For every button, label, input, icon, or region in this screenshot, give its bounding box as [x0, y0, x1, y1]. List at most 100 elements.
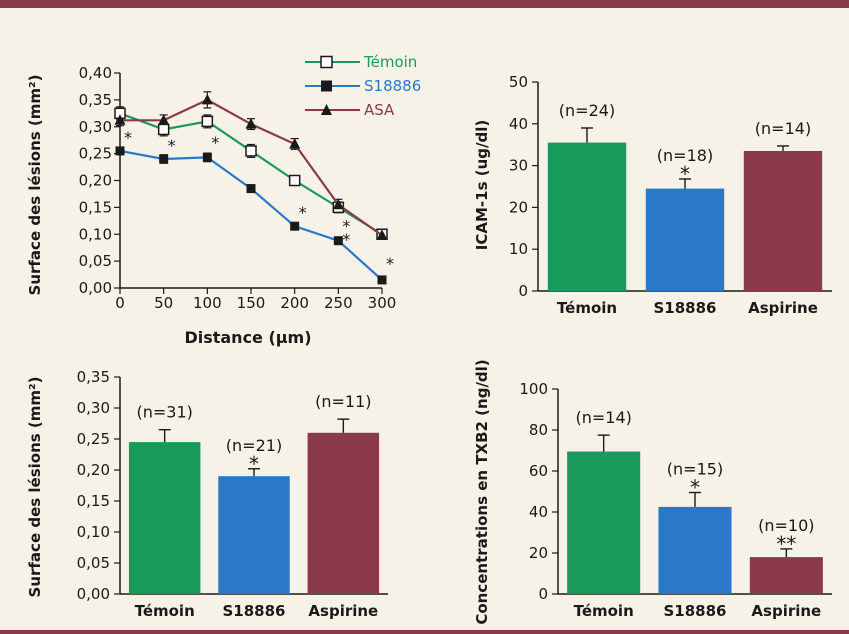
- y-tick-label: 0,35: [79, 91, 112, 109]
- line-chart-legend: Témoin S18886 ASA: [305, 53, 421, 119]
- significance-star: *: [168, 136, 176, 155]
- y-tick-label: 0,05: [79, 252, 112, 270]
- icam-chart: 0 10 20 30 40 50 Témoin (n=24) S18886 *(n=18) Asp…: [473, 73, 832, 317]
- line-chart-ylabel-text: Surface des lésions (mm²): [26, 75, 44, 296]
- y-tick-label: 0,00: [77, 585, 110, 603]
- y-tick-label: 0,00: [79, 279, 112, 297]
- category-label: Témoin: [135, 602, 195, 620]
- data-point-asa: [245, 118, 257, 129]
- significance-star: *: [386, 254, 394, 273]
- line-chart-annotations: * * *****: [124, 128, 394, 273]
- category-label: Aspirine: [748, 299, 818, 317]
- data-point-s18886: [377, 275, 387, 285]
- bottom-border: [0, 630, 849, 634]
- data-point-s18886: [333, 236, 343, 246]
- x-tick-label: 300: [368, 294, 397, 312]
- y-tick-label: 60: [529, 462, 548, 480]
- bar-temoin: [567, 451, 641, 594]
- sample-size-label: (n=15): [667, 460, 723, 479]
- category-label: Témoin: [557, 299, 617, 317]
- y-tick-label: 80: [529, 421, 548, 439]
- sample-size-label: (n=24): [559, 101, 615, 120]
- surface-chart-ylabel: Surface des lésions (mm²): [26, 377, 44, 598]
- y-tick-label: 20: [509, 198, 528, 216]
- data-point-asa: [332, 198, 344, 210]
- category-label: Aspirine: [308, 602, 378, 620]
- sample-size-label: (n=18): [657, 146, 713, 165]
- data-point-asa: [289, 137, 301, 149]
- x-tick-label: 100: [193, 294, 222, 312]
- legend-item-asa: ASA: [305, 101, 395, 119]
- y-tick-label: 0: [518, 282, 528, 300]
- y-tick-label: 0,15: [79, 198, 112, 216]
- y-tick-label: 0,25: [79, 145, 112, 163]
- significance-star: *: [680, 162, 690, 186]
- txb-chart-ylabel: Concentrations en TXB2 (ng/dl): [473, 359, 491, 624]
- significance-star: *: [211, 133, 219, 152]
- category-label: Témoin: [574, 602, 634, 620]
- sample-size-label: (n=10): [758, 516, 814, 535]
- category-label: S18886: [654, 299, 717, 317]
- line-chart-xlabel: Distance (µm): [184, 328, 311, 347]
- data-point-s18886: [290, 221, 300, 231]
- x-tick-label: 150: [237, 294, 266, 312]
- y-tick-label: 0,10: [77, 523, 110, 541]
- data-point-s18886: [246, 184, 256, 194]
- txb-chart: 0 20 40 60 80 100 Témoin (n=14) S18886 *(n=15) As…: [473, 359, 832, 625]
- data-point-s18886: [202, 152, 212, 162]
- y-tick-label: 0,15: [77, 492, 110, 510]
- x-tick-label: 250: [324, 294, 353, 312]
- sample-size-label: (n=14): [755, 119, 811, 138]
- line-chart-ylabel: Surface des lésions (mm²): [26, 75, 44, 296]
- y-tick-label: 0,05: [77, 554, 110, 572]
- data-point-asa: [201, 93, 213, 105]
- category-label: S18886: [664, 602, 727, 620]
- data-point-s18886: [159, 154, 169, 164]
- y-tick-label: 0,25: [77, 430, 110, 448]
- sample-size-label: (n=31): [136, 403, 192, 422]
- y-tick-label: 50: [509, 73, 528, 91]
- y-tick-label: 0,40: [79, 64, 112, 82]
- x-tick-label: 50: [154, 294, 173, 312]
- y-tick-label: 0,20: [77, 461, 110, 479]
- y-tick-label: 0,35: [77, 368, 110, 386]
- x-tick-label: 200: [280, 294, 309, 312]
- bar-temoin: [547, 142, 627, 291]
- y-tick-label: 20: [529, 544, 548, 562]
- significance-star: *: [124, 128, 132, 147]
- data-point-tmoin: [245, 145, 257, 157]
- y-tick-label: 100: [519, 380, 548, 398]
- category-label: S18886: [223, 602, 286, 620]
- y-tick-label: 0,20: [79, 172, 112, 190]
- icam-chart-ylabel: ICAM-1s (ug/dl): [473, 120, 491, 250]
- bar-aspirine: [749, 557, 823, 594]
- series-line-s18886: [119, 149, 383, 281]
- data-point-asa: [158, 114, 170, 125]
- bar-temoin: [128, 442, 201, 594]
- legend-item-s18886: S18886: [305, 77, 421, 95]
- data-point-tmoin: [201, 115, 214, 128]
- line-chart-series: [114, 93, 388, 285]
- legend-item-temoin: Témoin: [305, 53, 417, 71]
- bar-aspirine: [307, 432, 380, 594]
- bar-s18886: [645, 188, 725, 291]
- line-chart: 0,00 0,05 0,10 0,15 0,20 0,25 0,30 0,35 0,40 0 50 1…: [26, 53, 421, 347]
- category-label: Aspirine: [751, 602, 821, 620]
- legend-marker-filled-triangle: [321, 104, 332, 115]
- significance-star: *: [342, 230, 350, 249]
- y-tick-label: 40: [509, 115, 528, 133]
- data-point-tmoin: [157, 123, 170, 136]
- sample-size-label: (n=11): [315, 392, 371, 411]
- sample-size-label: (n=14): [575, 408, 631, 427]
- data-point-asa: [114, 114, 126, 125]
- data-point-asa: [376, 229, 388, 240]
- significance-star: *: [299, 203, 307, 222]
- legend-marker-filled-square: [321, 80, 332, 92]
- surface-chart-bars: Témoin (n=31) S18886 *(n=21) Aspirine (n=11): [128, 392, 380, 620]
- significance-star: **: [776, 532, 796, 556]
- legend-label-s18886: S18886: [364, 77, 421, 95]
- y-tick-label: 0,30: [77, 399, 110, 417]
- y-tick-label: 0,10: [79, 225, 112, 243]
- significance-star: *: [249, 452, 259, 476]
